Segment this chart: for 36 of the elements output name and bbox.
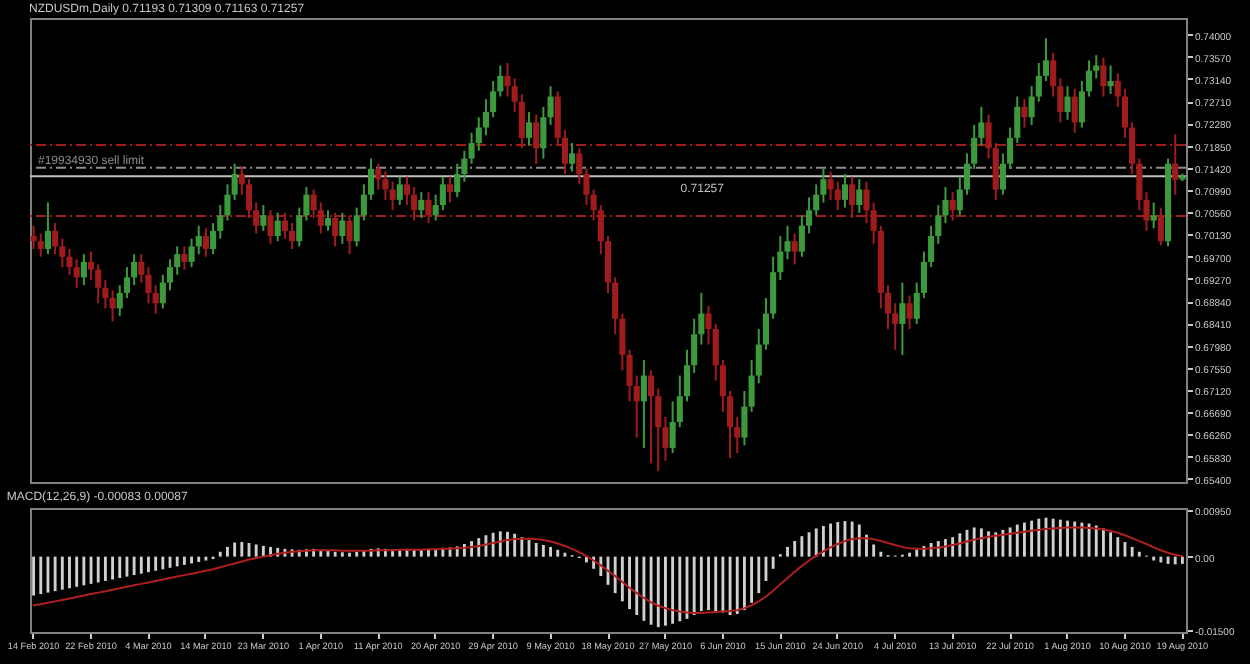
candlestick [791, 232, 798, 266]
candlestick [446, 175, 454, 204]
candlestick [80, 253, 87, 287]
candlestick [389, 180, 396, 212]
candlestick [396, 175, 403, 207]
candlestick [1100, 56, 1107, 98]
line-series [32, 526, 1184, 615]
candlestick [202, 227, 209, 258]
candlestick [569, 142, 576, 173]
candlestick [37, 232, 44, 258]
candlestick [109, 289, 116, 323]
candlestick [339, 211, 346, 245]
candlestick [1107, 64, 1114, 95]
candlestick [648, 369, 655, 465]
candlestick [547, 85, 554, 126]
candlestick [1021, 98, 1028, 129]
candlestick [741, 390, 748, 447]
candlestick [260, 204, 267, 232]
candlestick [382, 170, 389, 201]
candlestick [640, 359, 647, 449]
candlestick [324, 209, 332, 232]
candlestick [1064, 85, 1071, 121]
candlestick [30, 224, 37, 250]
candlestick [73, 258, 80, 289]
candlestick [540, 105, 547, 160]
candlestick [181, 245, 188, 271]
candlestick [856, 178, 863, 214]
candlestick [906, 294, 913, 331]
candlestick [1071, 87, 1078, 134]
candlestick [418, 191, 425, 219]
candlestick [899, 281, 906, 356]
candlestick [44, 201, 51, 256]
candlestick [1150, 201, 1157, 230]
candlestick [841, 173, 848, 209]
candlestick [274, 211, 281, 243]
candlestick [525, 111, 533, 147]
